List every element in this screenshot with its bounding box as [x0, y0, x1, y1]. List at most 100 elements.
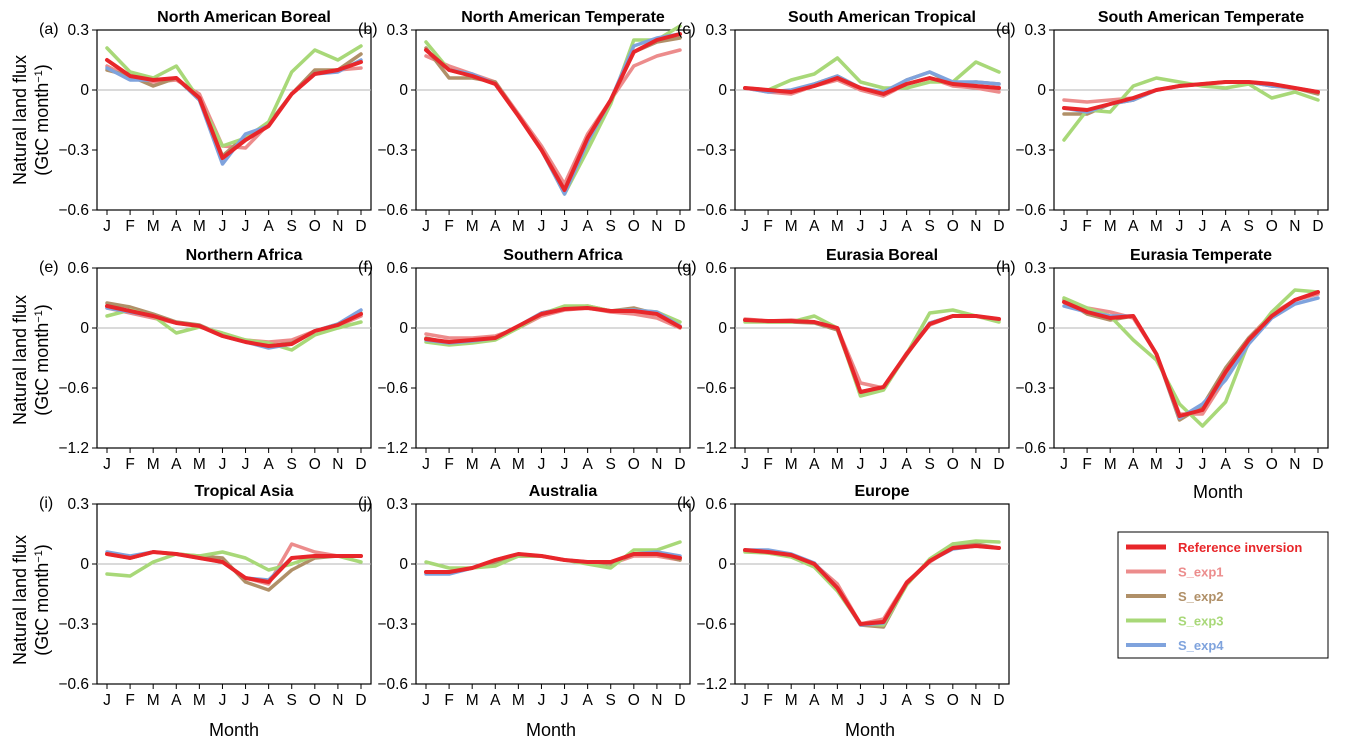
x-tick-label: M	[512, 692, 525, 709]
x-tick-label: S	[925, 456, 935, 473]
ylabel-row-2: Natural land flux (GtC month−1)	[10, 295, 52, 425]
panel-letter: (g)	[677, 259, 697, 276]
y-tick-label: −0.6	[58, 202, 89, 219]
y-tick-label: −0.6	[58, 676, 89, 693]
x-tick-label: M	[147, 456, 160, 473]
plot-frame	[734, 503, 1010, 685]
panel-letter: (i)	[39, 495, 53, 512]
y-tick-label: 0	[80, 556, 89, 573]
x-tick-label: J	[1176, 456, 1184, 473]
series-line-s_exp1	[424, 48, 682, 186]
plot-frame	[734, 267, 1010, 449]
x-tick-label: F	[1082, 218, 1091, 235]
x-tick-label: N	[970, 218, 981, 235]
x-tick-label: A	[263, 218, 274, 235]
panel-a: 0.30−0.3−0.6J F M A M J J A S O N D(a)North America…	[39, 9, 372, 235]
x-tick-label: M	[147, 692, 160, 709]
ylabel-line2: (GtC month−1)	[32, 544, 52, 656]
x-tick-label: A	[1220, 456, 1231, 473]
series-line-s_exp2	[105, 52, 363, 158]
y-tick-label: −0.6	[1015, 202, 1046, 219]
x-tick-label: N	[1289, 456, 1300, 473]
x-tick-label: F	[763, 218, 772, 235]
x-tick-label: F	[444, 692, 453, 709]
y-tick-label: −1.2	[377, 440, 408, 457]
x-tick-label: A	[263, 456, 274, 473]
xlabel-col-2: Month	[526, 720, 576, 740]
plot-frame	[96, 267, 372, 449]
x-tick-label: J	[219, 456, 227, 473]
series-line-s_exp3	[105, 44, 363, 148]
y-tick-label: 0	[718, 82, 727, 99]
x-tick-label: M	[193, 456, 206, 473]
plot-frame	[415, 29, 691, 211]
x-tick-label: J	[103, 692, 111, 709]
panel-letter: (c)	[677, 21, 696, 38]
x-tick-label: J	[422, 456, 430, 473]
panel-e: 0.60−0.6−1.2J F M A M J J A S O N D(e)Northern Afri…	[39, 247, 372, 473]
panel-letter: (k)	[677, 495, 696, 512]
y-tick-label: 0.3	[386, 496, 408, 513]
y-tick-label: −0.3	[58, 616, 89, 633]
x-tick-label: A	[901, 692, 912, 709]
panel-i: 0.30−0.3−0.6J F M A M J J A S O N D(i)Tropical Asia	[39, 483, 372, 709]
series-line-reference-inversion	[424, 306, 682, 344]
y-tick-label: 0	[1037, 82, 1046, 99]
x-tick-label: N	[651, 692, 662, 709]
panel-title: Eurasia Boreal	[826, 247, 938, 264]
plot-frame	[96, 29, 372, 211]
x-tick-label: J	[1060, 456, 1068, 473]
panel-f: 0.60−0.6−1.2J F M A M J J A S O N D(f)Southern Afri…	[358, 247, 691, 473]
x-tick-label: M	[1104, 218, 1117, 235]
y-tick-label: 0.3	[67, 22, 89, 39]
x-tick-label: F	[125, 692, 134, 709]
x-tick-label: S	[1244, 456, 1254, 473]
series-line-s_exp1	[743, 544, 1001, 626]
x-tick-label: D	[1312, 456, 1323, 473]
panel-title: Eurasia Temperate	[1130, 247, 1272, 264]
y-tick-label: −0.6	[696, 380, 727, 397]
x-tick-label: O	[309, 218, 321, 235]
panel-k: 0.60−0.6−1.2J F M A M J J A S O N D(k)Europe	[677, 483, 1010, 709]
series-line-reference-inversion	[1062, 80, 1320, 112]
x-tick-label: F	[125, 456, 134, 473]
x-tick-label: A	[1220, 218, 1231, 235]
x-tick-label: D	[355, 456, 366, 473]
series-line-reference-inversion	[105, 58, 363, 160]
x-tick-label: D	[1312, 218, 1323, 235]
x-tick-label: A	[809, 692, 820, 709]
x-tick-label: M	[1104, 456, 1117, 473]
y-tick-label: 0	[399, 556, 408, 573]
x-tick-label: J	[741, 692, 749, 709]
x-tick-label: D	[674, 456, 685, 473]
panel-c: 0.30−0.3−0.6J F M A M J J A S O N D(c)South America…	[677, 9, 1010, 235]
x-tick-label: S	[287, 218, 297, 235]
x-tick-label: J	[538, 692, 546, 709]
ylabel-line1: Natural land flux	[10, 55, 30, 185]
x-tick-label: O	[947, 218, 959, 235]
x-tick-label: A	[809, 456, 820, 473]
x-tick-label: O	[947, 692, 959, 709]
y-tick-label: −0.3	[58, 142, 89, 159]
x-tick-label: J	[561, 218, 569, 235]
x-tick-label: F	[444, 218, 453, 235]
xlabel-col-1: Month	[209, 720, 259, 740]
ylabel-row-3: Natural land flux (GtC month−1)	[10, 535, 52, 665]
x-tick-label: N	[651, 218, 662, 235]
x-tick-label: J	[242, 692, 250, 709]
x-tick-label: F	[444, 456, 453, 473]
x-tick-label: M	[193, 692, 206, 709]
x-tick-label: O	[1266, 456, 1278, 473]
panel-title: North American Boreal	[157, 9, 331, 26]
panel-h: 0.30−0.3−0.6J F M A M J J A S O N D(h)Eurasia Tempe…	[996, 247, 1329, 473]
legend-label: S_exp1	[1178, 565, 1224, 580]
legend-label: Reference inversion	[1178, 540, 1302, 555]
x-tick-label: J	[741, 456, 749, 473]
panel-g: 0.60−0.6−1.2J F M A M J J A S O N D(g)Eurasia Borea…	[677, 247, 1010, 473]
x-tick-label: S	[925, 218, 935, 235]
y-tick-label: −1.2	[696, 440, 727, 457]
y-tick-label: −0.3	[696, 142, 727, 159]
y-tick-label: 0.6	[67, 260, 89, 277]
x-tick-label: J	[880, 456, 888, 473]
y-tick-label: 0.3	[1024, 22, 1046, 39]
